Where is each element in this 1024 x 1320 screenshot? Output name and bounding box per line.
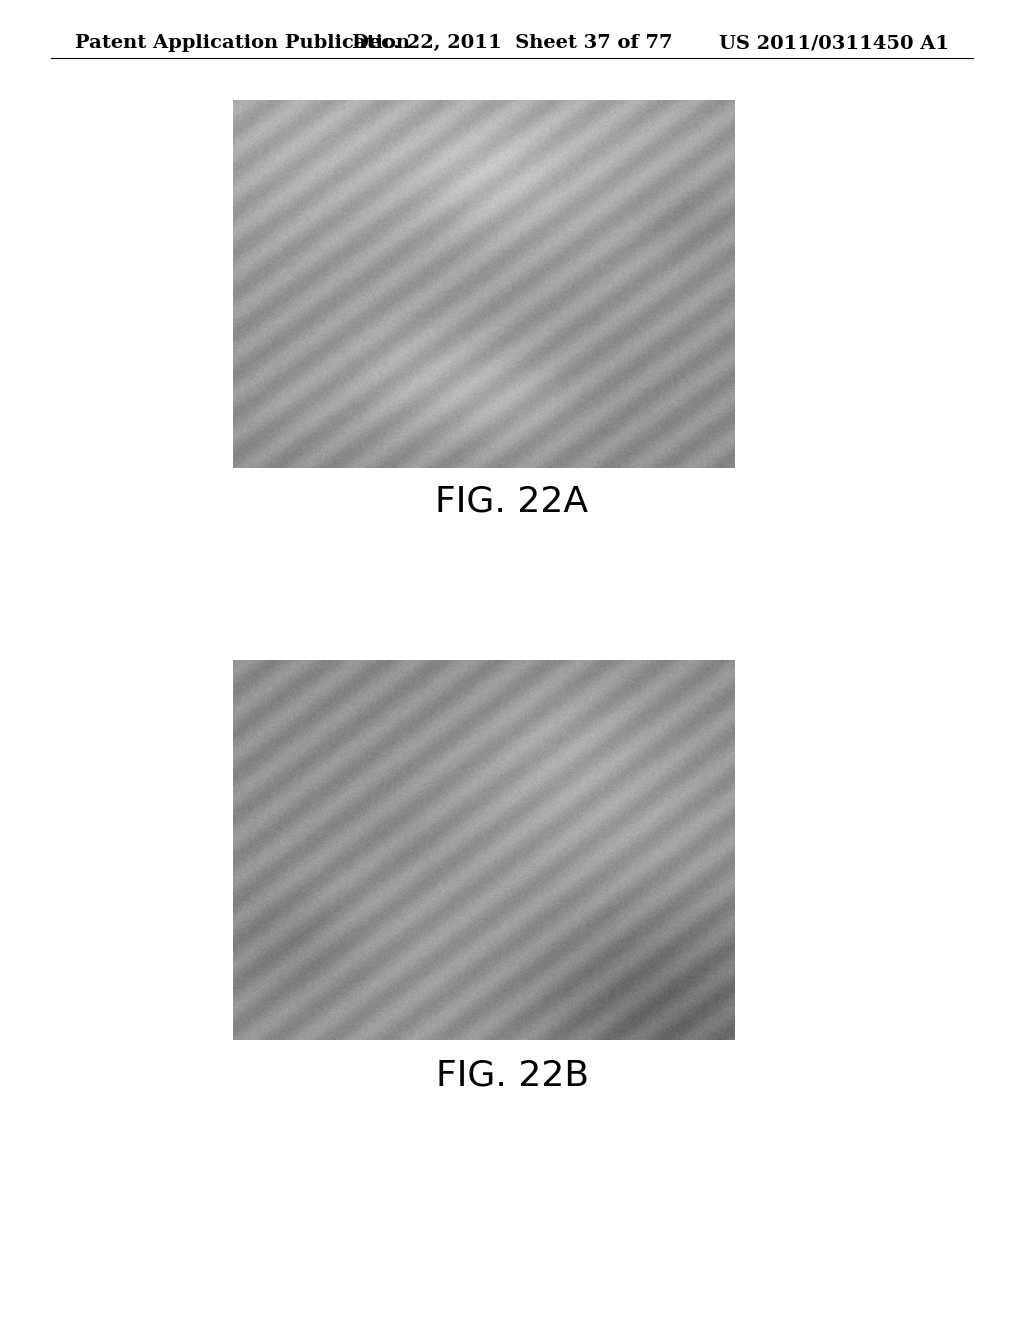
Text: FIG. 22A: FIG. 22A: [435, 484, 589, 519]
Text: Patent Application Publication: Patent Application Publication: [75, 34, 410, 51]
Text: FIG. 22B: FIG. 22B: [435, 1059, 589, 1092]
Text: US 2011/0311450 A1: US 2011/0311450 A1: [719, 34, 949, 51]
Text: Dec. 22, 2011  Sheet 37 of 77: Dec. 22, 2011 Sheet 37 of 77: [352, 34, 672, 51]
